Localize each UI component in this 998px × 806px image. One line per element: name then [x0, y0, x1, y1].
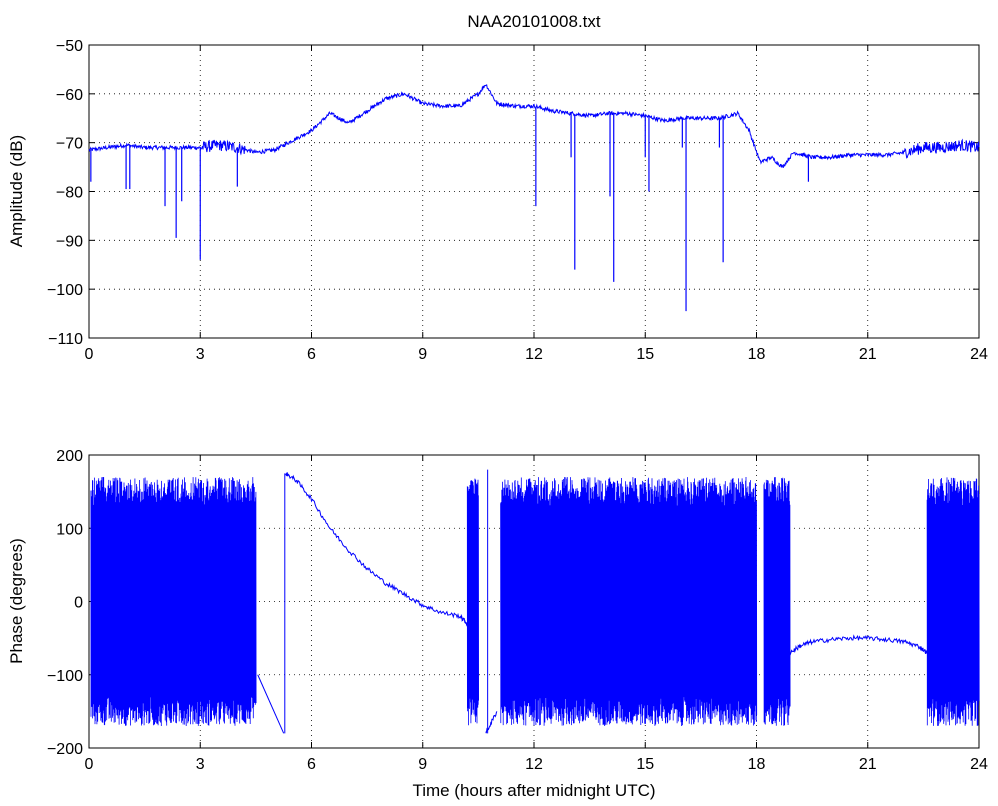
phase-decay: [257, 674, 285, 734]
x-tick-label: 0: [85, 756, 94, 773]
x-tick-label: 12: [525, 346, 543, 363]
x-tick-label: 15: [636, 346, 654, 363]
y-tick-label: −90: [56, 233, 83, 250]
x-tick-label: 21: [859, 756, 877, 773]
x-tick-label: 9: [418, 346, 427, 363]
x-tick-label: 18: [748, 756, 766, 773]
amplitude-panel: NAA20101008.txt 0 3 6 9 12 15 18 21 24 −110 −100 −9…: [7, 12, 988, 363]
phase-flat-curve: [789, 634, 928, 656]
amplitude-grid: [89, 45, 979, 338]
y-tick-label: −100: [47, 282, 83, 299]
y-tick-label: −100: [47, 668, 83, 685]
phase-wrap-segment: [926, 477, 980, 726]
x-tick-label: 12: [525, 756, 543, 773]
phase-x-label: Time (hours after midnight UTC): [412, 781, 655, 800]
y-tick-label: −50: [56, 38, 83, 55]
y-tick-label: −70: [56, 136, 83, 153]
phase-panel: 0 3 6 9 12 15 18 21 24 −200 −100 0 100 200 Phase (deg…: [7, 448, 988, 800]
x-tick-label: 15: [636, 756, 654, 773]
phase-ticks: 0 3 6 9 12 15 18 21 24 −200 −100 0 100 200: [47, 448, 988, 773]
y-tick-label: −200: [47, 741, 83, 758]
x-tick-label: 6: [307, 346, 316, 363]
y-tick-label: 100: [56, 521, 83, 538]
phase-drift-curve: [285, 472, 468, 627]
chart-title: NAA20101008.txt: [467, 12, 601, 31]
x-tick-label: 9: [418, 756, 427, 773]
y-tick-label: 0: [74, 595, 83, 612]
amplitude-series: [88, 84, 980, 312]
phase-wrap-segment: [90, 476, 257, 727]
phase-wrap-segment: [763, 477, 791, 726]
phase-y-label: Phase (degrees): [7, 538, 26, 664]
y-tick-label: 200: [56, 448, 83, 465]
amplitude-y-label: Amplitude (dB): [7, 135, 26, 247]
x-tick-label: 18: [748, 346, 766, 363]
phase-series: [90, 469, 980, 734]
x-tick-label: 24: [970, 346, 988, 363]
phase-wrap-segment: [466, 478, 479, 726]
x-tick-label: 24: [970, 756, 988, 773]
y-tick-label: −80: [56, 185, 83, 202]
x-tick-label: 0: [85, 346, 94, 363]
x-tick-label: 21: [859, 346, 877, 363]
x-tick-label: 3: [196, 756, 205, 773]
y-tick-label: −110: [48, 331, 83, 348]
x-tick-label: 6: [307, 756, 316, 773]
x-tick-label: 3: [196, 346, 205, 363]
y-tick-label: −60: [56, 87, 83, 104]
phase-wrap-segment: [500, 476, 758, 727]
amplitude-ticks: 0 3 6 9 12 15 18 21 24 −110 −100 −90 −80 −70 −60 −50: [47, 38, 988, 363]
